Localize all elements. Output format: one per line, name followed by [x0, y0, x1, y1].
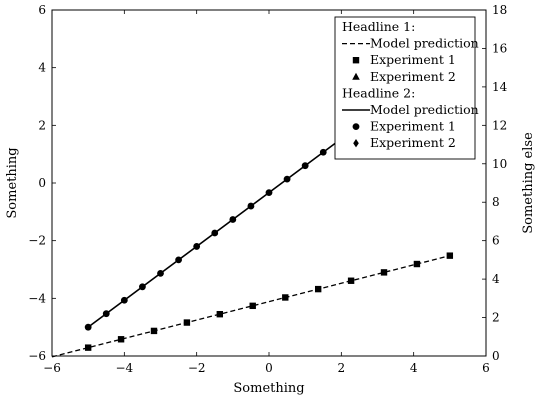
y2-axis-label: Something else: [521, 132, 536, 234]
data-point: [282, 294, 289, 301]
data-point: [301, 162, 309, 170]
y2-tick-label: 18: [492, 3, 507, 17]
legend-entry-label: Experiment 2: [370, 135, 456, 150]
data-point: [229, 216, 237, 223]
legend-entry-label: Experiment 2: [370, 69, 456, 84]
y2-tick-label: 4: [492, 272, 500, 286]
x-tick-label: 0: [265, 361, 273, 375]
y-tick-label: 4: [38, 61, 46, 75]
data-point: [380, 269, 388, 276]
data-point: [117, 336, 125, 343]
data-point: [157, 269, 164, 277]
legend-box: [334, 16, 476, 160]
data-point: [413, 260, 421, 268]
series-1: [84, 135, 345, 331]
y-tick-label: 6: [38, 3, 46, 17]
legend-entry-label: Model prediction: [370, 36, 479, 51]
data-point: [265, 189, 273, 197]
data-point: [247, 202, 255, 210]
data-point: [183, 319, 191, 326]
data-point: [139, 283, 146, 291]
legend-header: Headline 2:: [342, 85, 415, 100]
data-point: [120, 296, 128, 304]
y-tick-label: 2: [38, 118, 46, 132]
y-axis-label: Something: [5, 147, 20, 218]
data-point: [84, 323, 92, 331]
y2-tick-label: 8: [492, 195, 500, 209]
legend-header: Headline 1:: [342, 19, 415, 34]
data-point: [193, 243, 201, 250]
y-tick-label: 0: [38, 176, 46, 190]
y2-tick-label: 6: [492, 234, 500, 248]
x-tick-label: −4: [115, 361, 133, 375]
series-0: [51, 252, 454, 358]
data-point: [84, 344, 92, 351]
data-point: [283, 175, 291, 183]
legend-entry-label: Experiment 1: [370, 52, 456, 67]
x-axis-label: Something: [233, 381, 304, 396]
x-tick-label: 6: [482, 361, 490, 375]
legend-swatch-square: [352, 57, 360, 64]
x-tick-label: 4: [410, 361, 418, 375]
y2-tick-label: 12: [492, 118, 507, 132]
x-tick-label: −2: [188, 361, 206, 375]
y-tick-label: −4: [28, 291, 46, 305]
y2-tick-label: 10: [492, 157, 507, 171]
data-point: [314, 285, 322, 293]
data-point: [347, 277, 355, 284]
y2-tick-label: 0: [492, 349, 500, 363]
data-point: [150, 327, 158, 335]
x-tick-label: −6: [43, 361, 61, 375]
legend-swatch-diamond: [353, 139, 359, 148]
data-point: [102, 310, 110, 318]
y2-tick-label: 2: [492, 311, 500, 325]
data-point: [249, 302, 256, 310]
data-point: [319, 148, 327, 156]
y2-tick-label: 16: [492, 41, 507, 55]
legend-entry-label: Model prediction: [370, 102, 479, 117]
data-point: [446, 252, 454, 259]
y2-tick-label: 14: [492, 80, 508, 94]
legend-swatch-triangle: [352, 72, 360, 80]
data-point: [175, 256, 182, 264]
data-point: [211, 229, 219, 237]
data-point: [216, 310, 224, 318]
legend-entry-label: Experiment 1: [370, 119, 456, 134]
series-layer: [51, 135, 454, 358]
legend-swatch-circle: [352, 123, 360, 130]
x-tick-label: 2: [338, 361, 346, 375]
y-tick-label: −6: [28, 349, 46, 363]
y-tick-label: −2: [28, 234, 46, 248]
